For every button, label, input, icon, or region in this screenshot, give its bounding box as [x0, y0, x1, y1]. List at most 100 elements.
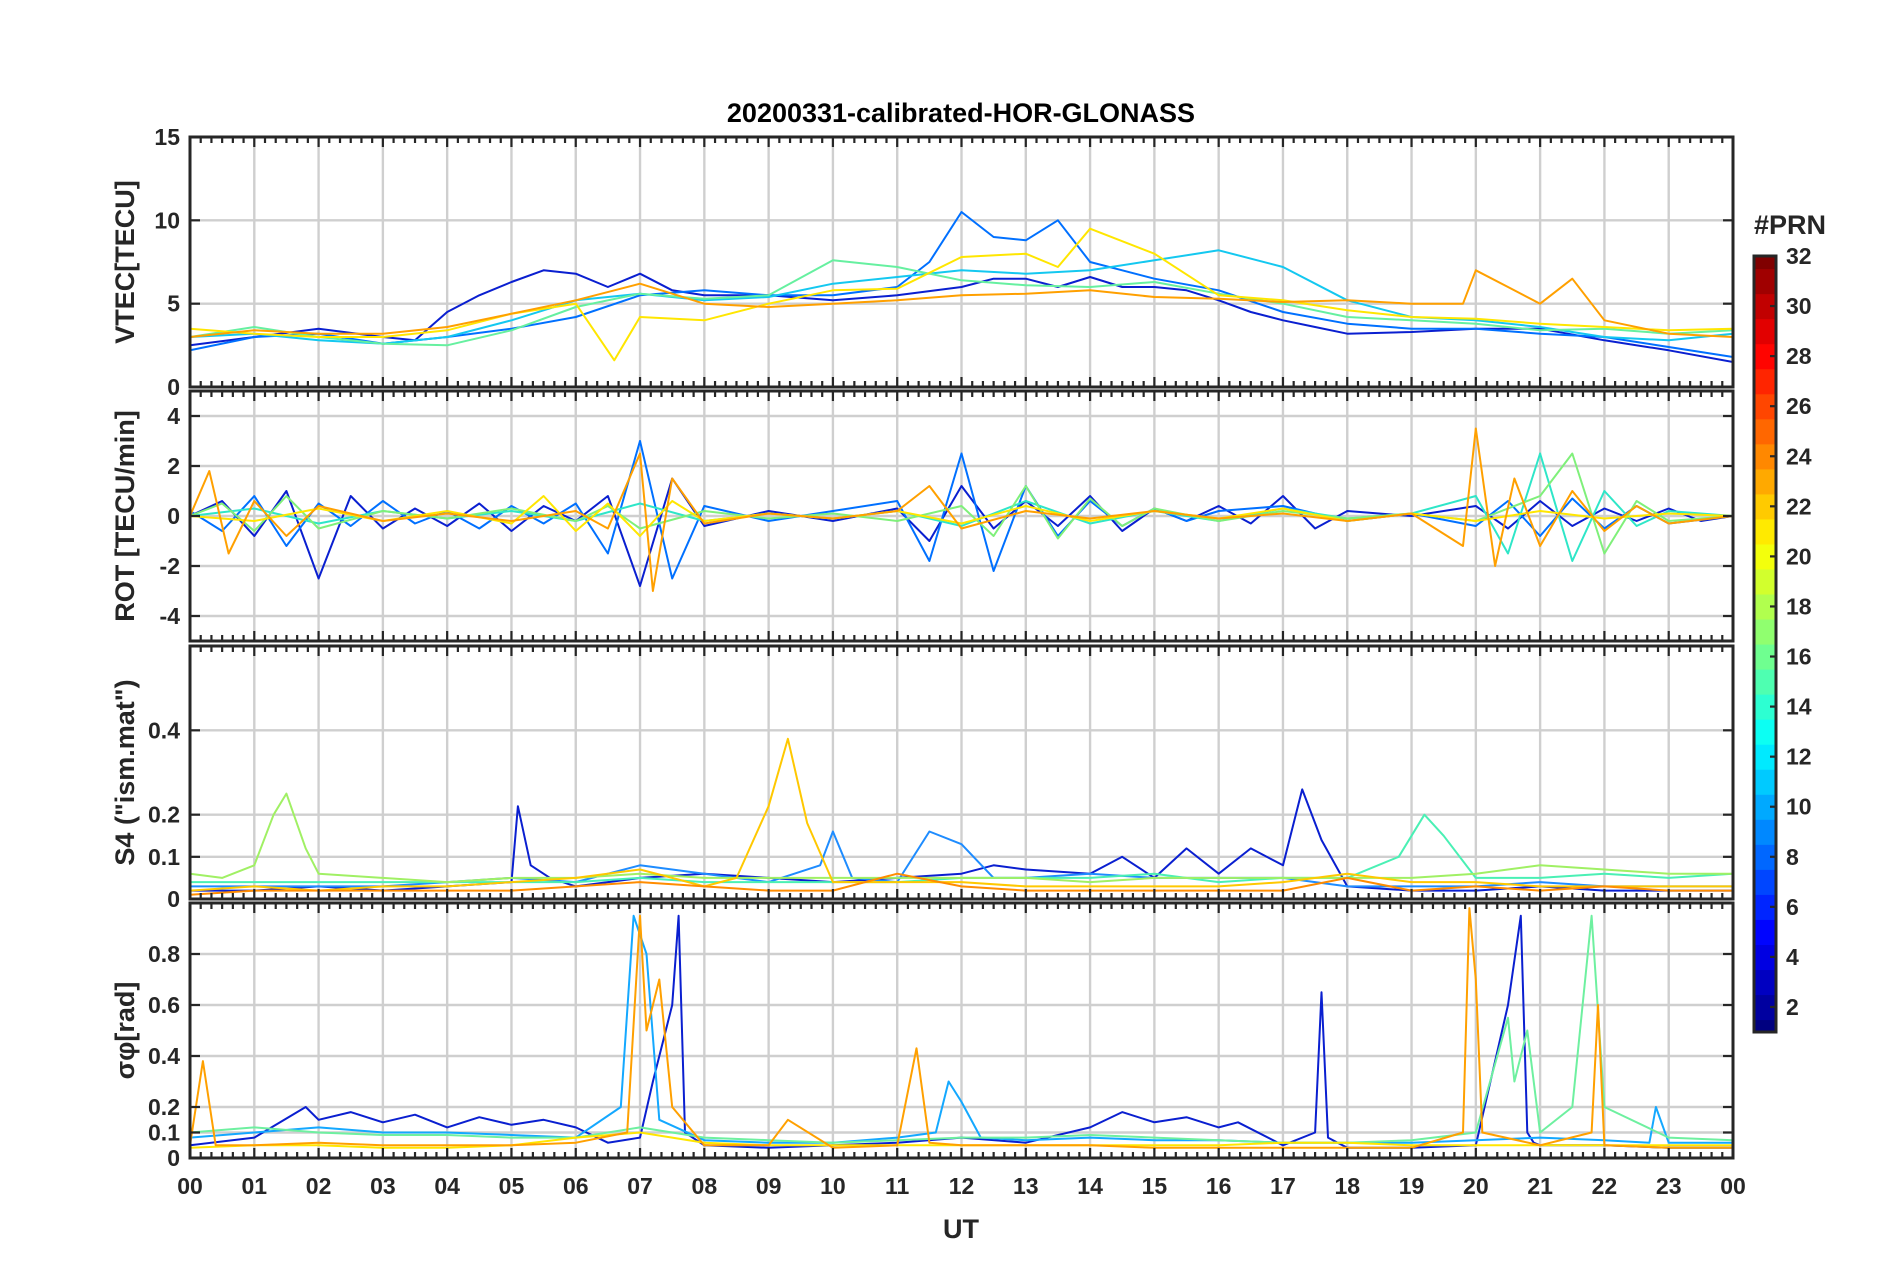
colorbar-tick-label: 28 [1786, 343, 1812, 369]
colorbar-segment [1754, 744, 1776, 770]
colorbar-tick-label: 22 [1786, 493, 1812, 519]
x-tick-label: 11 [885, 1173, 910, 1199]
x-tick-label: 16 [1206, 1173, 1232, 1199]
colorbar-segment [1754, 919, 1776, 945]
colorbar-segment [1754, 343, 1776, 370]
x-tick-label: 22 [1592, 1173, 1618, 1199]
series-line-prn-19 [190, 227, 1733, 362]
x-tick-label: 14 [1077, 1173, 1103, 1199]
colorbar-segment [1754, 318, 1776, 345]
colorbar-segment [1754, 443, 1776, 470]
x-tick-label: 05 [499, 1173, 525, 1199]
y-tick-label: 0.6 [148, 992, 180, 1018]
colorbar-tick-label: 26 [1786, 393, 1812, 419]
axis-frame [188, 389, 1735, 643]
series-line-prn-15 [190, 259, 1733, 347]
series-group [190, 211, 1733, 363]
colorbar-segment [1754, 468, 1776, 495]
series-group [190, 737, 1733, 896]
series-line-prn-7 [190, 211, 1733, 358]
y-tick-label: 10 [154, 207, 180, 233]
x-tick-label: 13 [1013, 1173, 1039, 1199]
series-group [190, 427, 1733, 592]
y-axis-title: S4 ("ism.mat") [110, 679, 140, 865]
y-tick-label: 0.4 [148, 717, 180, 743]
colorbar-tick-label: 8 [1786, 844, 1799, 870]
colorbar-segment [1754, 819, 1776, 845]
colorbar-tick-label: 16 [1786, 644, 1812, 670]
colorbar-tick-label: 30 [1786, 293, 1812, 319]
x-tick-label: 18 [1334, 1173, 1360, 1199]
colorbar-tick-label: 6 [1786, 894, 1799, 920]
series-line-prn-3 [190, 477, 1733, 587]
colorbar-segment [1754, 518, 1776, 545]
x-tick-label: 02 [306, 1173, 332, 1199]
colorbar-segment [1754, 543, 1776, 570]
x-tick-label: 09 [756, 1173, 782, 1199]
colorbar-tick-label: 32 [1786, 243, 1812, 269]
x-tick-label: 23 [1656, 1173, 1682, 1199]
series-group [190, 907, 1733, 1149]
x-tick-label: 00 [1720, 1173, 1746, 1199]
series-line-prn-3 [190, 788, 1733, 892]
y-tick-label: 0 [167, 503, 180, 529]
colorbar-segment [1754, 368, 1776, 395]
x-tick-label: 10 [820, 1173, 846, 1199]
colorbar-segment [1754, 869, 1776, 895]
y-tick-label: 0.2 [148, 802, 180, 828]
colorbar-tick-label: 12 [1786, 744, 1812, 770]
colorbar-segment [1754, 894, 1776, 920]
x-tick-label: 06 [563, 1173, 589, 1199]
y-axis-title: ROT [TECU/min] [110, 410, 140, 621]
x-tick-label: 20 [1463, 1173, 1489, 1199]
y-tick-label: 0.1 [148, 1120, 180, 1146]
x-tick-label: 17 [1270, 1173, 1296, 1199]
x-tick-label: 00 [177, 1173, 203, 1199]
colorbar-tick-label: 18 [1786, 593, 1812, 619]
colorbar-tick-label: 2 [1786, 994, 1799, 1020]
y-tick-label: 0.2 [148, 1094, 180, 1120]
colorbar-segment [1754, 794, 1776, 820]
panel-vtec: 0 5 10 15 VTEC[TECU] [110, 124, 1735, 400]
y-tick-label: -2 [160, 553, 180, 579]
colorbar-segment [1754, 944, 1776, 971]
y-tick-label: 15 [154, 124, 180, 150]
series-line-prn-3 [190, 269, 1733, 363]
series-line-prn-16 [190, 452, 1733, 555]
y-tick-label: 0 [167, 886, 180, 912]
y-axis-title: VTEC[TECU] [110, 180, 140, 344]
x-tick-label: 15 [1142, 1173, 1168, 1199]
colorbar-segment [1754, 256, 1776, 270]
x-tick-label: 12 [949, 1173, 975, 1199]
y-tick-label: 0.4 [148, 1043, 180, 1069]
x-tick-label: 01 [241, 1173, 267, 1199]
colorbar-tick-label: 10 [1786, 794, 1812, 820]
axis-frame [188, 135, 1735, 389]
colorbar-segment [1754, 994, 1776, 1021]
series-line-prn-11 [190, 249, 1733, 345]
x-tick-label: 21 [1527, 1173, 1553, 1199]
y-tick-label: 0.8 [148, 941, 180, 967]
axis-frame [188, 901, 1735, 1160]
panel-s4: 0 0.1 0.2 0.4 S4 ("ism.mat") [110, 644, 1735, 912]
panel-sigma_phi: 00.10.2 0.4 0.6 0.8 σφ[rad] 00 01 02 03 04 05 06 07 0… [110, 901, 1746, 1199]
x-tick-label: 07 [627, 1173, 653, 1199]
x-axis-title: UT [943, 1214, 979, 1244]
colorbar-segment [1754, 618, 1776, 645]
y-axis-title: σφ[rad] [110, 982, 140, 1080]
series-line-prn-22 [190, 427, 1733, 592]
y-tick-label: 2 [167, 453, 180, 479]
colorbar-tick-label: 14 [1786, 694, 1812, 720]
colorbar-segment [1754, 644, 1776, 670]
y-tick-label: 5 [167, 291, 180, 317]
colorbar-segment [1754, 268, 1776, 295]
chart-title: 20200331-calibrated-HOR-GLONASS [727, 98, 1195, 128]
colorbar-segment [1754, 493, 1776, 520]
x-tick-label: 03 [370, 1173, 396, 1199]
series-line-prn-17 [190, 792, 1733, 884]
colorbar-segment [1754, 669, 1776, 695]
y-tick-label: 0 [167, 1145, 180, 1171]
colorbar-segment [1754, 418, 1776, 445]
